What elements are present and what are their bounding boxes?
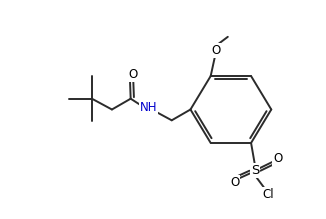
Text: NH: NH <box>140 101 157 114</box>
Text: O: O <box>211 44 220 57</box>
Text: Cl: Cl <box>263 188 274 201</box>
Text: O: O <box>230 176 239 189</box>
Text: O: O <box>129 68 138 81</box>
Text: S: S <box>251 164 259 177</box>
Text: O: O <box>273 152 282 164</box>
